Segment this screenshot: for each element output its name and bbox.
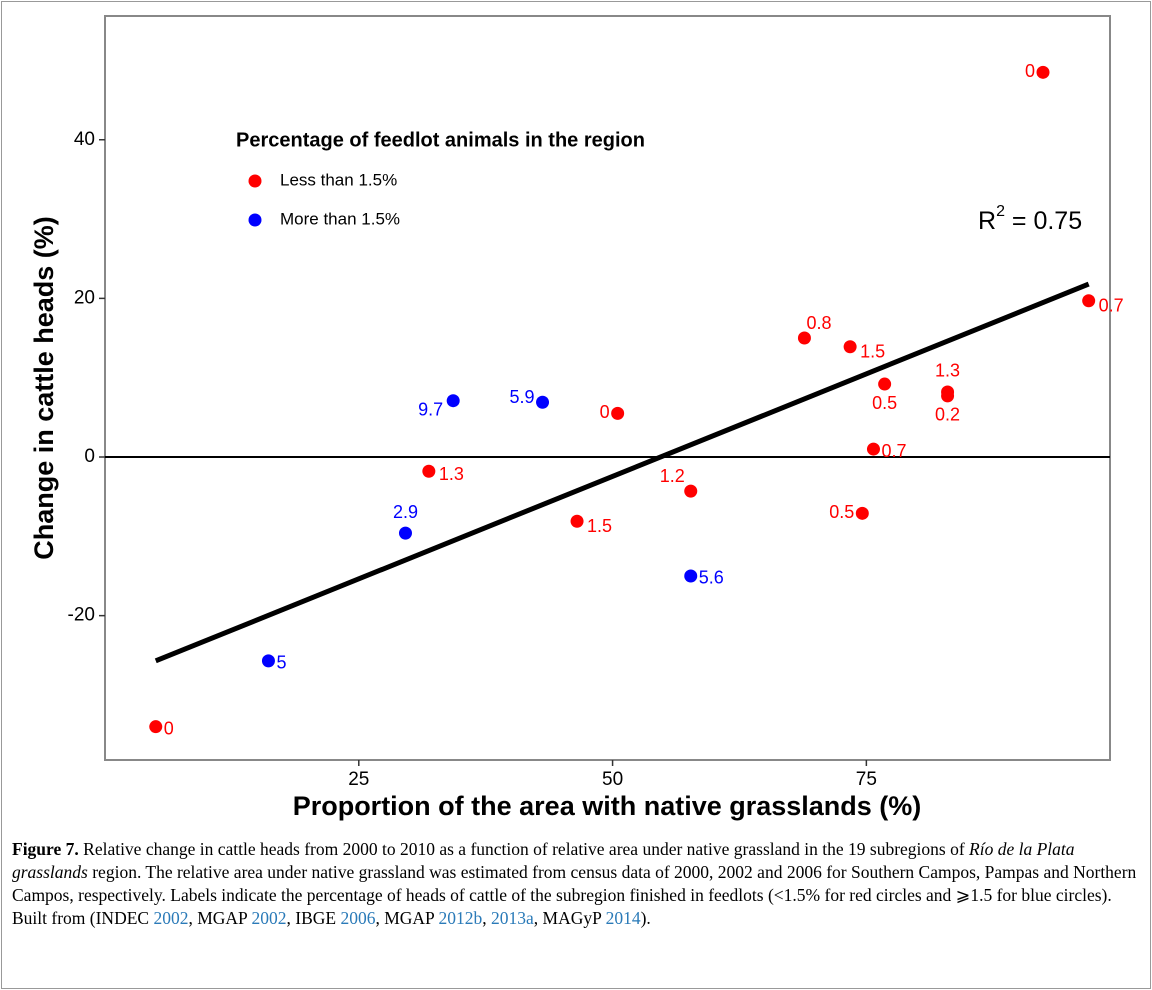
x-tick-label: 75 <box>856 769 877 790</box>
reference-link[interactable]: 2006 <box>340 908 376 928</box>
caption-text: , MGAP <box>188 908 252 928</box>
point <box>878 377 892 391</box>
reference-link[interactable]: 2012b <box>438 908 483 928</box>
point <box>1036 65 1050 79</box>
point-label: 1.3 <box>935 361 960 381</box>
point-label: 1.5 <box>587 516 612 536</box>
point-label: 0 <box>164 718 174 738</box>
caption-text: , MGAP <box>375 908 439 928</box>
point <box>446 394 460 408</box>
caption: Figure 7. Relative change in cattle head… <box>12 838 1137 930</box>
caption-text: , <box>482 908 491 928</box>
point-label: 5.6 <box>699 568 724 588</box>
reference-link[interactable]: 2013a <box>491 908 534 928</box>
point <box>398 526 412 540</box>
point <box>866 442 880 456</box>
legend-title: Percentage of feedlot animals in the reg… <box>236 129 645 151</box>
plot-panel <box>104 15 1111 761</box>
reference-link[interactable]: 2014 <box>605 908 641 928</box>
caption-text: ). <box>640 908 651 928</box>
point <box>843 340 857 354</box>
point <box>684 484 698 498</box>
point-label: 9.7 <box>418 399 443 419</box>
point <box>684 569 698 583</box>
point-label: 0.5 <box>829 502 854 522</box>
r-squared-part: R <box>978 207 996 235</box>
caption-label: Figure 7. <box>12 839 79 859</box>
point <box>797 331 811 345</box>
caption-text: , MAGyP <box>533 908 606 928</box>
r-squared-part: 2 <box>996 203 1005 220</box>
x-axis-title: Proportion of the area with native grass… <box>293 791 922 821</box>
point-label: 0.7 <box>881 441 906 461</box>
point-label: 1.3 <box>439 464 464 484</box>
point-label: 0.7 <box>1099 296 1124 316</box>
legend-marker <box>248 174 262 188</box>
point <box>261 654 275 668</box>
point <box>855 506 869 520</box>
chart: Proportion of the area with native grass… <box>29 15 1124 821</box>
point-label: 0 <box>600 402 610 422</box>
caption-text: region. The relative area under native g… <box>12 862 1137 928</box>
point-label: 1.2 <box>660 466 685 486</box>
point-label: 5.9 <box>509 387 534 407</box>
point <box>149 720 163 734</box>
point-label: 0.5 <box>872 393 897 413</box>
point-label: 2.9 <box>393 502 418 522</box>
point <box>1082 294 1096 308</box>
legend-label: Less than 1.5% <box>280 170 397 189</box>
reference-link[interactable]: 2002 <box>153 908 189 928</box>
y-tick-label: 20 <box>74 287 95 308</box>
point <box>422 464 436 478</box>
point-label: 0.2 <box>935 405 960 425</box>
caption-text: , IBGE <box>286 908 341 928</box>
x-tick-label: 25 <box>348 769 369 790</box>
point-label: 5 <box>276 653 286 673</box>
caption-text: Relative change in cattle heads from 200… <box>78 839 970 859</box>
y-tick-label: 0 <box>84 446 95 467</box>
x-tick-label: 50 <box>602 769 623 790</box>
legend-label: More than 1.5% <box>280 209 400 228</box>
trend-line <box>154 281 1090 664</box>
point-label: 1.5 <box>860 342 885 362</box>
y-tick-label: -20 <box>68 605 95 626</box>
r-squared-part: = 0.75 <box>1005 207 1082 235</box>
point <box>611 406 625 420</box>
r-squared: R2 = 0.75 <box>978 203 1082 234</box>
y-tick-label: 40 <box>74 129 95 150</box>
point <box>941 389 955 403</box>
caption-text: Río de la Plata grasslands <box>12 839 1075 882</box>
y-axis-title: Change in cattle heads (%) <box>29 216 59 560</box>
point-label: 0 <box>1025 61 1035 81</box>
reference-link[interactable]: 2002 <box>251 908 287 928</box>
legend-marker <box>248 213 262 227</box>
point <box>536 395 550 409</box>
point <box>570 514 584 528</box>
point-label: 0.8 <box>806 313 831 333</box>
